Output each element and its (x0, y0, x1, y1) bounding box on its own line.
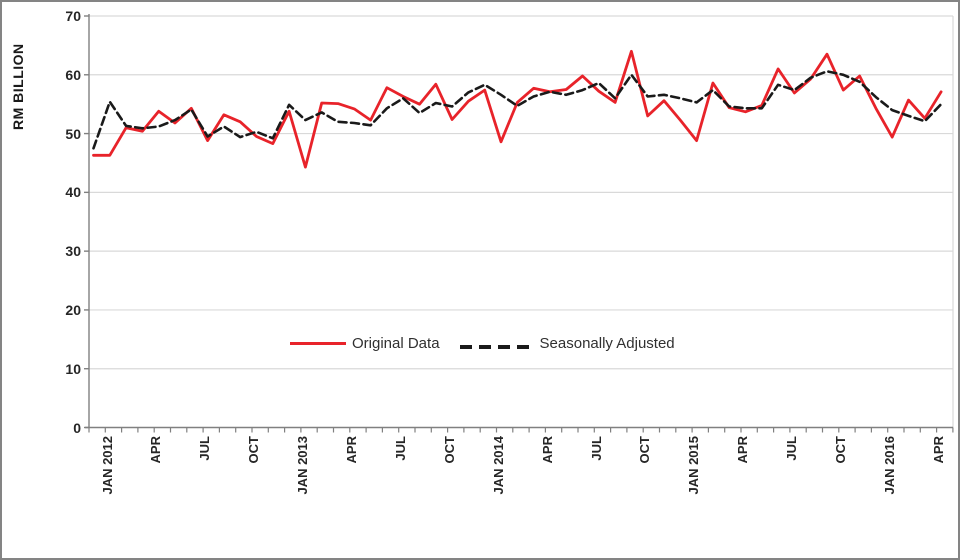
x-tick-label: JAN 2016 (881, 435, 897, 495)
y-tick-label: 30 (65, 243, 81, 260)
seasonally-adjusted-line (92, 70, 943, 150)
x-tick-label: APR (735, 435, 751, 463)
legend-label-original: Original Data (352, 335, 440, 352)
x-tick-label: APR (539, 435, 555, 463)
x-tick-label: APR (148, 435, 164, 463)
x-tick-label: JAN 2014 (490, 435, 506, 495)
x-tick-label: JAN 2015 (686, 435, 702, 495)
legend-line-original-icon (290, 342, 346, 345)
x-tick-label: JUL (588, 435, 604, 461)
x-tick-label: JUL (784, 435, 800, 461)
x-tick-label: JAN 2013 (295, 435, 311, 495)
y-tick-label: 40 (65, 184, 81, 201)
x-tick-label: OCT (833, 435, 848, 463)
y-tick-label: 0 (73, 419, 81, 436)
legend: Original Data Seasonally Adjusted (290, 335, 675, 352)
x-tick-label: OCT (441, 435, 457, 463)
x-tick-label: JUL (197, 435, 213, 461)
legend-label-adjusted: Seasonally Adjusted (539, 335, 675, 352)
y-tick-label: 50 (65, 125, 81, 142)
x-tick-label: OCT (637, 435, 653, 463)
y-tick-label: 70 (65, 8, 81, 24)
y-tick-label: 20 (65, 301, 81, 318)
original-data-line (92, 49, 943, 169)
y-tick-label: 10 (65, 360, 81, 377)
x-tick-label: JUL (392, 435, 408, 461)
y-tick-label: 60 (65, 66, 81, 83)
x-tick-label: JAN 2012 (99, 435, 115, 495)
x-tick-label: APR (930, 435, 946, 463)
x-tick-label: APR (344, 435, 359, 463)
x-tick-label: OCT (246, 435, 262, 463)
y-axis-title: RM BILLION (10, 43, 26, 130)
